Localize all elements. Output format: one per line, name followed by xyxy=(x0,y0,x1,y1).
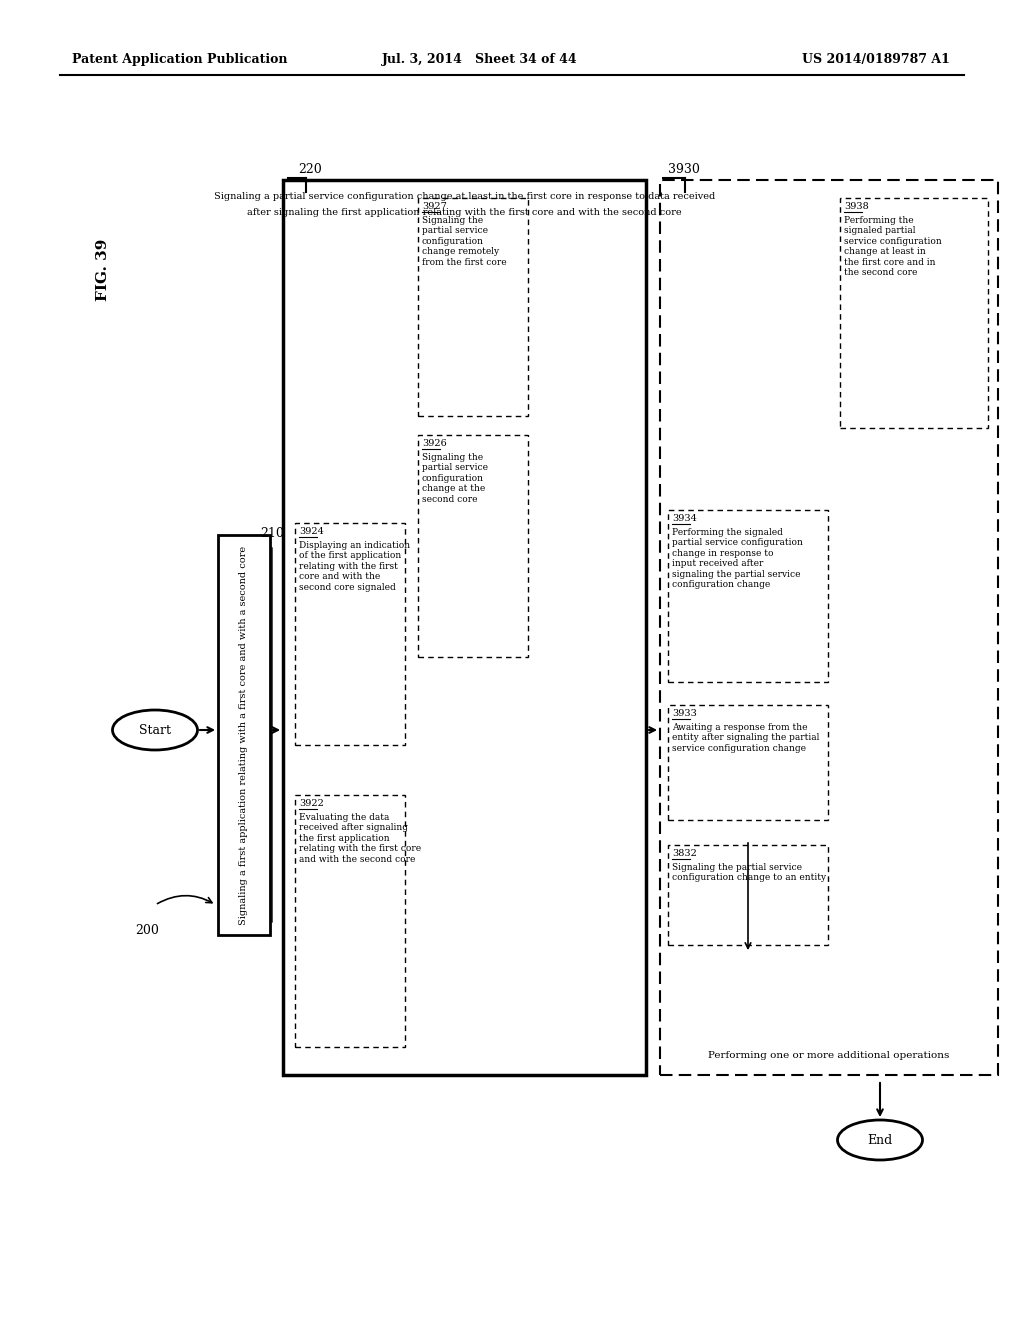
Text: Jul. 3, 2014   Sheet 34 of 44: Jul. 3, 2014 Sheet 34 of 44 xyxy=(382,54,578,66)
Text: End: End xyxy=(867,1134,893,1147)
Text: Displaying an indication
of the first application
relating with the first
core a: Displaying an indication of the first ap… xyxy=(299,541,411,591)
Bar xyxy=(218,535,270,935)
Text: Start: Start xyxy=(139,723,171,737)
Text: 3933: 3933 xyxy=(672,709,697,718)
Text: 3934: 3934 xyxy=(672,513,697,523)
Text: after signaling the first application relating with the first core and with the : after signaling the first application re… xyxy=(247,209,682,216)
Bar xyxy=(283,180,646,1074)
Text: Patent Application Publication: Patent Application Publication xyxy=(72,54,288,66)
Text: 210: 210 xyxy=(260,527,284,540)
Text: Signaling the
partial service
configuration
change at the
second core: Signaling the partial service configurat… xyxy=(422,453,488,504)
Text: Signaling the partial service
configuration change to an entity: Signaling the partial service configurat… xyxy=(672,863,826,882)
Text: 3924: 3924 xyxy=(299,527,324,536)
Text: 220: 220 xyxy=(298,162,322,176)
Bar xyxy=(418,198,528,416)
Text: 3938: 3938 xyxy=(844,202,868,211)
Text: FIG. 39: FIG. 39 xyxy=(96,239,110,301)
Text: Evaluating the data
received after signaling
the first application
relating with: Evaluating the data received after signa… xyxy=(299,813,421,863)
Bar xyxy=(668,845,828,945)
Bar xyxy=(668,705,828,820)
Bar xyxy=(295,795,406,1047)
Text: Signaling a first application relating with a first core and with a second core: Signaling a first application relating w… xyxy=(240,545,249,924)
Text: 3926: 3926 xyxy=(422,440,446,447)
Text: Signaling a partial service configuration change at least in the first core in r: Signaling a partial service configuratio… xyxy=(214,191,715,201)
Text: 3930: 3930 xyxy=(668,162,699,176)
Text: Performing one or more additional operations: Performing one or more additional operat… xyxy=(709,1051,949,1060)
Text: 3832: 3832 xyxy=(672,849,697,858)
Text: US 2014/0189787 A1: US 2014/0189787 A1 xyxy=(802,54,950,66)
Bar xyxy=(840,198,988,428)
Text: 200: 200 xyxy=(135,924,159,936)
Text: Performing the signaled
partial service configuration
change in response to
inpu: Performing the signaled partial service … xyxy=(672,528,803,589)
Text: Signaling the
partial service
configuration
change remotely
from the first core: Signaling the partial service configurat… xyxy=(422,216,507,267)
Bar xyxy=(668,510,828,682)
Bar xyxy=(660,180,998,1074)
Bar xyxy=(418,436,528,657)
Bar xyxy=(295,523,406,744)
Text: Awaiting a response from the
entity after signaling the partial
service configur: Awaiting a response from the entity afte… xyxy=(672,723,819,752)
Text: 3927: 3927 xyxy=(422,202,446,211)
Text: Performing the
signaled partial
service configuration
change at least in
the fir: Performing the signaled partial service … xyxy=(844,216,942,277)
Text: 3922: 3922 xyxy=(299,799,324,808)
